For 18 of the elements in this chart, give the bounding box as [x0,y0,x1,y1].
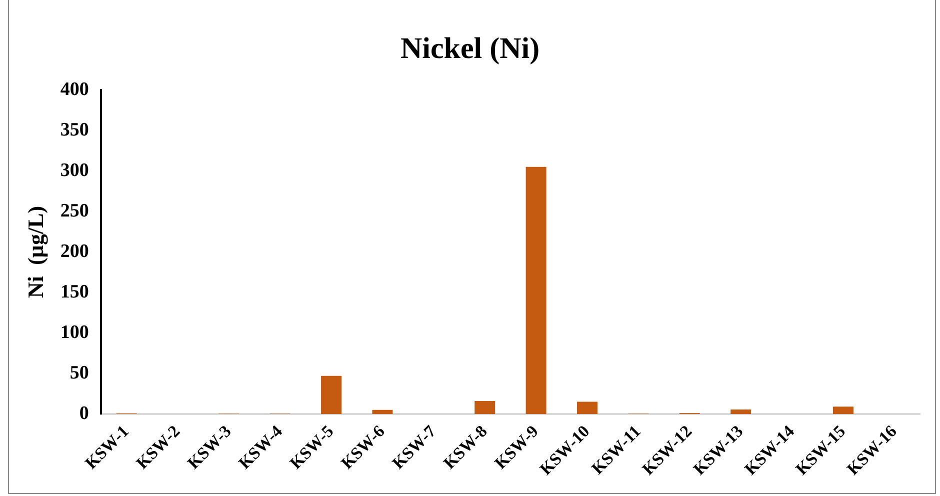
y-tick-label: 0 [79,402,89,424]
bar [577,402,598,414]
chart-title: Nickel (Ni) [400,32,540,65]
y-tick-label: 200 [60,240,89,262]
y-tick-label: 250 [60,200,89,222]
y-tick-label: 100 [60,322,89,343]
bar [372,410,393,414]
bar [321,376,342,414]
y-tick-label: 400 [60,78,89,100]
y-tick-label: 350 [60,119,89,140]
bar [730,409,752,414]
bar [832,406,854,414]
y-tick-label: 50 [70,362,89,384]
bar [526,166,546,414]
y-tick-label: 150 [60,281,89,302]
bar [474,400,496,414]
y-tick-label: 300 [60,160,89,181]
y-axis-title: Ni (µg/L) [22,206,48,298]
